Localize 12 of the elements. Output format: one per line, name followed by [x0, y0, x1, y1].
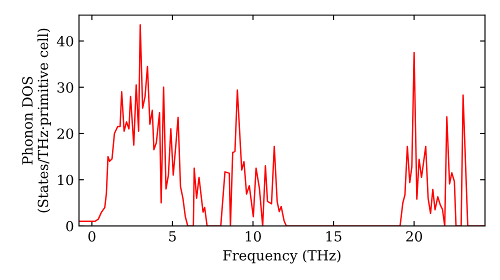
- x-tick-label: 15: [326, 231, 342, 242]
- x-tick-label: 10: [246, 231, 261, 242]
- y-tick-label: 10: [58, 174, 74, 186]
- x-tick-label: 20: [406, 231, 422, 242]
- y-tick-label: 20: [57, 128, 74, 139]
- y-tick-label: 30: [58, 82, 74, 93]
- y-tick-label: 0: [66, 220, 74, 232]
- y-tick-label: 40: [56, 36, 74, 46]
- x-axis-title: Frequency (THz): [223, 250, 340, 264]
- x-tick-label: 0: [88, 231, 96, 242]
- x-tick-label: 5: [169, 231, 176, 242]
- y-axis-title: Phonon DOS (States/THz·primitive cell): [22, 28, 51, 212]
